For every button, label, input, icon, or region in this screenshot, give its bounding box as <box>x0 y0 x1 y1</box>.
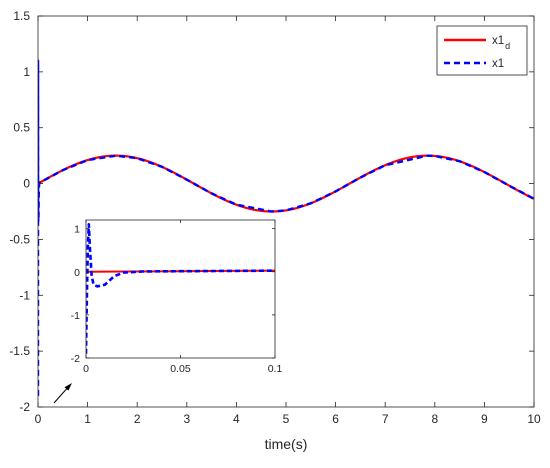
main-xtick-label: 5 <box>283 412 290 426</box>
main-ytick-label: -2 <box>19 400 30 414</box>
main-ytick-label: 0 <box>23 177 30 191</box>
inset-series-group <box>86 223 275 354</box>
inset-ticks: 0 0.05 0.1 -2 -1 0 1 <box>71 220 283 375</box>
zoom-arrow-head <box>64 383 72 391</box>
main-xtick-label: 4 <box>233 412 240 426</box>
main-xtick-label: 2 <box>134 412 141 426</box>
main-xtick-label: 9 <box>481 412 488 426</box>
main-ticks: 0 1 2 3 4 5 6 7 8 9 10-2-1.5-1-0.500.511.5 <box>9 9 541 426</box>
main-ytick-label: 0.5 <box>13 121 30 135</box>
main-ytick-label: -1 <box>19 288 30 302</box>
main-xtick-label: 1 <box>84 412 91 426</box>
legend-label-subscript: d <box>505 41 510 51</box>
main-xtick-label: 0 <box>35 412 42 426</box>
inset-ytick-label: 0 <box>74 267 80 279</box>
main-ytick-label: -1.5 <box>9 344 30 358</box>
main-xtick-label: 8 <box>431 412 438 426</box>
inset-ytick-label: -1 <box>71 310 80 322</box>
main-xtick-label: 6 <box>332 412 339 426</box>
legend-box <box>436 25 528 76</box>
main-ytick-label: 1.5 <box>13 9 30 23</box>
inset-xtick-label: 0.05 <box>170 363 191 375</box>
main-ytick-label: 1 <box>23 65 30 79</box>
inset-axes: 0 0.05 0.1 -2 -1 0 1 <box>71 219 283 375</box>
main-ytick-label: -0.5 <box>9 232 30 246</box>
legend-label-x1: x1 <box>492 58 504 70</box>
inset-xtick-label: 0 <box>83 363 89 375</box>
main-xtick-label: 3 <box>183 412 190 426</box>
main-xtick-label: 10 <box>527 412 541 426</box>
inset-xtick-label: 0.1 <box>268 363 283 375</box>
main-xtick-label: 7 <box>382 412 389 426</box>
inset-series-x1-line <box>86 223 275 354</box>
inset-ytick-label: 1 <box>74 224 80 236</box>
inset-ytick-label: -2 <box>71 353 80 365</box>
legend: x1d x1 <box>436 25 528 76</box>
zoom-arrow <box>53 383 72 404</box>
x-axis-label: time(s) <box>265 436 308 452</box>
inset-plot-area <box>86 220 275 358</box>
